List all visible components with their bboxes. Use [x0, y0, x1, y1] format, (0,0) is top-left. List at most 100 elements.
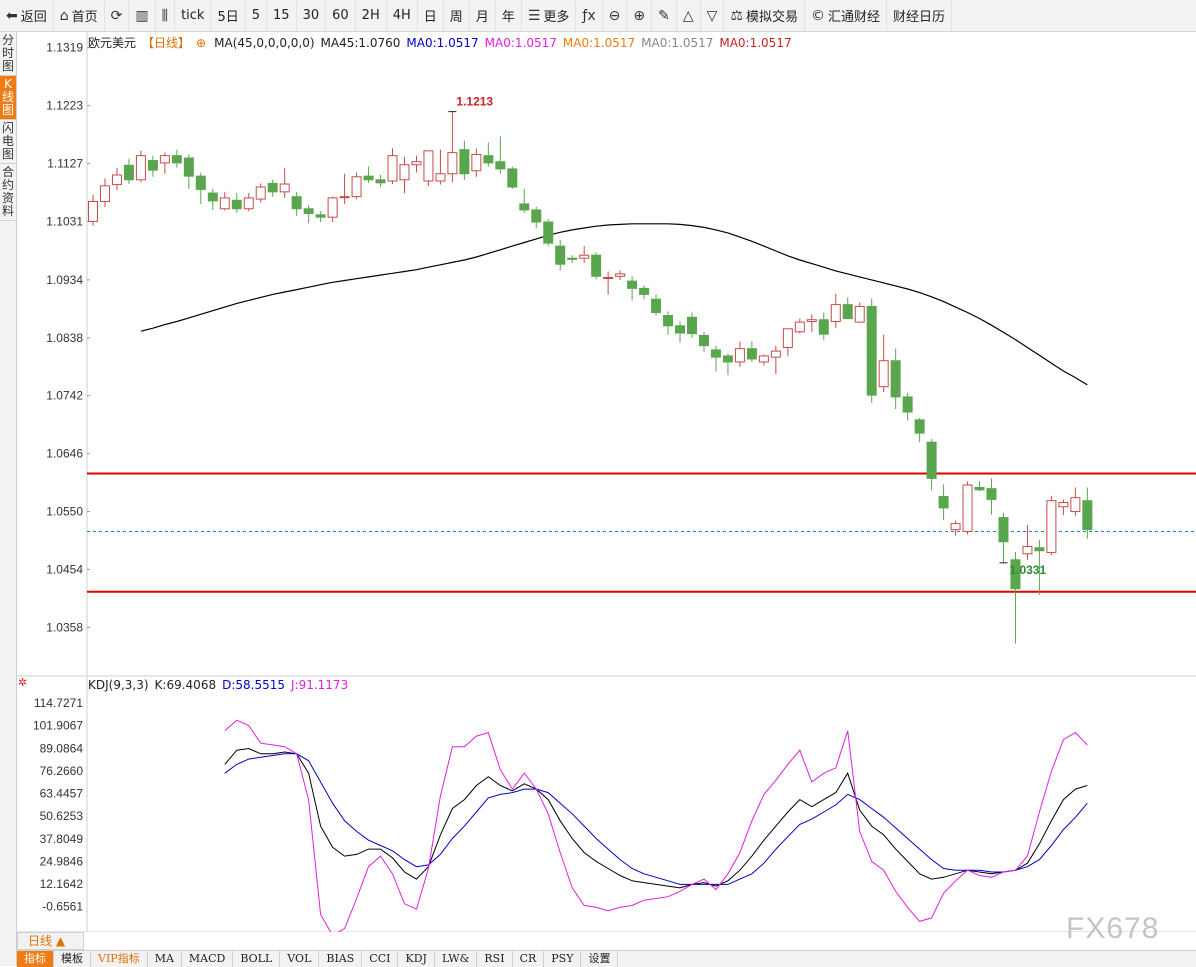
- toolbar-label: 周: [449, 10, 463, 25]
- fx678-logo-button[interactable]: © 汇通财经: [805, 0, 887, 31]
- candle-body: [519, 203, 530, 211]
- candle-body: [675, 325, 686, 334]
- indicator-tab[interactable]: BIAS: [319, 951, 363, 967]
- candle: [746, 341, 757, 362]
- candle-body: [1070, 497, 1081, 513]
- indicator-tab[interactable]: VIP指标: [91, 951, 148, 967]
- candle-body: [627, 280, 638, 289]
- candle: [890, 348, 901, 410]
- toolbar-item-tick[interactable]: tick: [175, 0, 212, 31]
- toolbar-item-2h[interactable]: 2H: [356, 0, 387, 31]
- toolbar-item-5[interactable]: 5: [246, 0, 268, 31]
- candle-body: [986, 488, 997, 500]
- toolbar-item-15[interactable]: 15: [267, 0, 297, 31]
- candle-body: [794, 321, 805, 333]
- toolbar-item-14[interactable]: 周: [444, 0, 470, 31]
- indicator-tab[interactable]: BOLL: [233, 951, 281, 967]
- candle-body: [782, 328, 793, 348]
- candle-button[interactable]: ⫼: [156, 0, 176, 31]
- ma0-value: MA0:1.0517: [562, 36, 636, 50]
- refresh-button[interactable]: ⟳: [105, 0, 130, 31]
- candle: [243, 193, 254, 212]
- candle: [579, 246, 590, 264]
- candle: [519, 188, 530, 213]
- indicator-tab[interactable]: PSY: [544, 951, 582, 967]
- candle: [351, 172, 362, 200]
- candle: [111, 167, 122, 191]
- pen-button[interactable]: ✎: [652, 0, 677, 31]
- toolbar-item-26[interactable]: 财经日历: [887, 0, 952, 31]
- candle: [794, 318, 805, 334]
- kdj-j-line: [224, 719, 1088, 932]
- indicator-tab[interactable]: RSI: [477, 951, 513, 967]
- zoom-out-button[interactable]: ⊖: [603, 0, 628, 31]
- indicator-tab[interactable]: LW&: [435, 951, 478, 967]
- menu-button[interactable]: ☰ 更多: [522, 0, 577, 31]
- candle: [806, 314, 817, 332]
- bar-chart-button[interactable]: ▥: [129, 0, 156, 31]
- kdj-d-line: [224, 753, 1088, 885]
- price-y-tick: 1.0742: [46, 389, 83, 403]
- sim-trade-button[interactable]: ⚖ 模拟交易: [724, 0, 805, 31]
- kdj-j-value: J:91.1173: [291, 678, 349, 692]
- candle-body: [327, 197, 338, 218]
- candle: [495, 136, 506, 174]
- settings-icon[interactable]: ⊕: [196, 36, 207, 50]
- high-label: 1.1213: [456, 95, 493, 109]
- candle-body: [998, 517, 1009, 543]
- candle: [782, 328, 793, 356]
- indicator-tab[interactable]: CR: [513, 951, 545, 967]
- candle: [687, 312, 697, 338]
- home-button[interactable]: ⌂ 首页: [54, 0, 105, 31]
- zoom-in-button[interactable]: ⊕: [627, 0, 653, 31]
- candle: [1022, 524, 1033, 560]
- toolbar-label: 返回: [20, 10, 47, 25]
- ma0-value: MA0:1.0517: [719, 36, 792, 50]
- toolbar-item-13[interactable]: 日: [418, 0, 444, 31]
- candle: [914, 418, 925, 443]
- indicator-tab[interactable]: MA: [148, 951, 182, 967]
- candle-body: [974, 486, 985, 491]
- indicator-tab[interactable]: CCI: [362, 951, 399, 967]
- toolbar-item-16[interactable]: 年: [496, 0, 522, 31]
- candle-body: [878, 360, 889, 388]
- indicator-tab[interactable]: 指标: [17, 951, 54, 967]
- candle-body: [854, 305, 865, 323]
- candle: [770, 345, 781, 375]
- candle: [471, 148, 482, 177]
- gear-icon[interactable]: ✲: [18, 676, 27, 689]
- candle-body: [363, 175, 374, 181]
- toolbar-item-5[interactable]: 5日: [211, 0, 246, 31]
- toolbar-item-60[interactable]: 60: [326, 0, 356, 31]
- price-chart[interactable]: ✲ 1.1319 1.1223 1.1127 1.1031 1.0934 1.0838 1.0…: [17, 32, 1196, 932]
- triangle-up-button[interactable]: △: [677, 0, 701, 31]
- back-button[interactable]: ⬅ 返回: [0, 0, 54, 31]
- toolbar-item-15[interactable]: 月: [470, 0, 496, 31]
- indicator-tabs: 指标 模板 VIP指标 MA MACD BOLL VOL BIAS CCI KDJ LW& RSI CR…: [17, 950, 1196, 967]
- candle-body: [926, 441, 937, 479]
- triangle-down-button[interactable]: ▽: [701, 0, 725, 31]
- candle-body: [303, 208, 314, 215]
- chart-type-tab[interactable]: K线图: [0, 76, 16, 120]
- toolbar-item-4h[interactable]: 4H: [387, 0, 418, 31]
- indicator-tab[interactable]: VOL: [280, 951, 320, 967]
- period-button[interactable]: 日线 ▲: [17, 932, 84, 950]
- indicator-tab[interactable]: 设置: [581, 951, 619, 967]
- fx-button[interactable]: ƒx: [576, 0, 603, 31]
- period-label: 【日线】: [142, 36, 191, 50]
- chart-type-tab[interactable]: 合约资料: [0, 164, 16, 221]
- indicator-tab[interactable]: 模板: [54, 951, 91, 967]
- toolbar-label: 更多: [543, 10, 570, 25]
- toolbar-item-30[interactable]: 30: [297, 0, 327, 31]
- bar-chart-icon: ▥: [135, 7, 149, 24]
- kdj-y-tick: 37.8049: [40, 832, 84, 846]
- candle: [423, 150, 434, 186]
- indicator-tab[interactable]: KDJ: [398, 951, 435, 967]
- indicator-tab[interactable]: MACD: [182, 951, 234, 967]
- candle: [447, 111, 458, 183]
- candle: [902, 392, 913, 421]
- chart-type-tab[interactable]: 分时图: [0, 32, 16, 76]
- chart-type-tab[interactable]: 闪电图: [0, 120, 16, 164]
- candle-body: [914, 419, 925, 434]
- candle-body: [687, 316, 697, 335]
